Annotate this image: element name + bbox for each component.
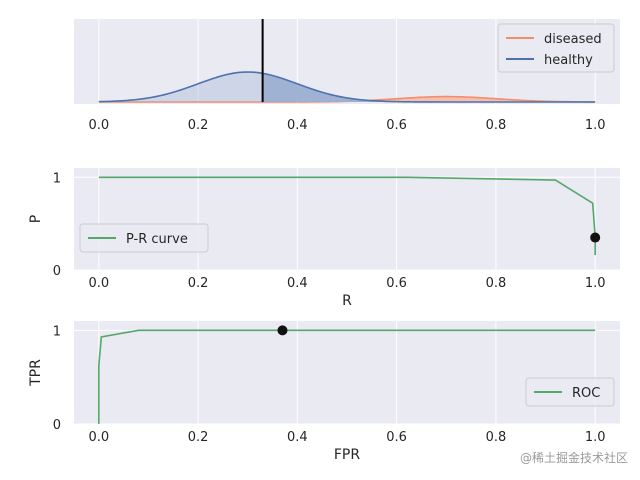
pr-legend: [79, 223, 209, 253]
healthy-curve: [98, 71, 596, 103]
pr-xtick-label: 0.4: [287, 276, 308, 291]
pr-xtick-label: 1.0: [585, 276, 606, 291]
roc-xtick-label: 1.0: [585, 430, 606, 445]
roc-ytick-label: 0: [53, 418, 61, 433]
pr-ylabel: P: [28, 215, 44, 223]
pr-xtick-label: 0.0: [88, 276, 109, 291]
legend-label-diseased: diseased: [544, 32, 602, 47]
roc-legend: [525, 377, 615, 407]
panel1-xtick-label: 0.0: [88, 118, 109, 133]
pr-marker-point: [590, 232, 601, 243]
pr-ytick-label: 1: [53, 171, 61, 186]
legend-label-healthy: healthy: [544, 53, 593, 68]
pr-legend-label: P-R curve: [126, 232, 188, 247]
panel1-xtick-label: 0.6: [386, 118, 407, 133]
roc-xlabel: FPR: [334, 447, 360, 463]
roc-xtick-label: 0.6: [386, 430, 407, 445]
roc-background: [74, 321, 620, 424]
roc-xtick-label: 0.8: [486, 430, 507, 445]
panel1-xtick-label: 0.2: [188, 118, 209, 133]
pr-xlabel: R: [342, 293, 352, 309]
pr-xtick-label: 0.2: [188, 276, 209, 291]
panel1-xtick-label: 1.0: [585, 118, 606, 133]
diseased-area-above-threshold: [262, 96, 596, 102]
roc-xtick-label: 0.0: [88, 430, 109, 445]
pr-background: [74, 168, 620, 270]
panel1-xtick-label: 0.8: [486, 118, 507, 133]
roc-ytick-label: 1: [53, 324, 61, 339]
roc-marker-point: [277, 325, 288, 336]
roc-curve: [98, 329, 596, 424]
roc-legend-label: ROC: [572, 386, 600, 401]
panel1-xtick-label: 0.4: [287, 118, 308, 133]
pr-xtick-label: 0.6: [386, 276, 407, 291]
healthy-area-above-threshold: [262, 73, 596, 102]
roc-xtick-label: 0.4: [287, 430, 308, 445]
healthy-area: [98, 72, 596, 102]
pr-xtick-label: 0.8: [486, 276, 507, 291]
roc-xtick-label: 0.2: [188, 430, 209, 445]
pr-ytick-label: 0: [53, 264, 61, 279]
roc-ylabel: TPR: [28, 359, 44, 387]
watermark-text: @稀土掘金技术社区: [519, 451, 628, 465]
